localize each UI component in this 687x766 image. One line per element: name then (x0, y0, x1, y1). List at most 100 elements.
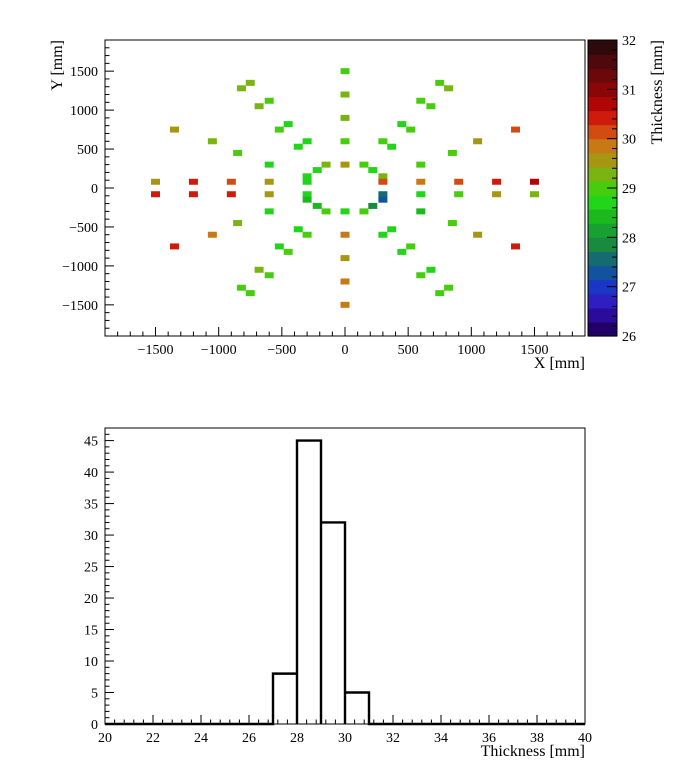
hist-y-tick-label: 45 (84, 435, 98, 450)
thickness-cell (302, 196, 312, 203)
hist-x-tick-label: 22 (146, 731, 160, 746)
colorbar-band (588, 180, 617, 196)
colorbar-tick-label: 26 (622, 330, 636, 345)
thickness-cell (444, 85, 454, 92)
thickness-cell (302, 178, 312, 185)
hist-y-tick-label: 5 (91, 687, 98, 702)
thickness-cell (233, 149, 243, 156)
thickness-cell (264, 208, 274, 215)
thickness-cell (283, 248, 293, 255)
thickness-cell (321, 161, 331, 168)
colorbar-band (588, 265, 617, 281)
thickness-cell (447, 220, 457, 227)
colorbar-band (588, 82, 617, 97)
thickness-cells (151, 68, 539, 308)
colorbar-label: Thickness [mm] (649, 40, 666, 144)
hist-y-tick-label: 25 (84, 561, 98, 576)
thickness-cell (254, 266, 264, 273)
thickness-histogram-panel: 20 22 24 26 28 30 32 34 36 38 40 0 5 10 15 20 25 30 35 40 45… (84, 427, 592, 760)
thickness-cell (207, 231, 217, 238)
thickness-cell (302, 191, 312, 198)
thickness-cell (435, 79, 445, 86)
hist-y-tick-label: 20 (84, 592, 98, 607)
thickness-cell (207, 138, 217, 145)
colorbar-band (588, 54, 617, 69)
thickness-cell (233, 220, 243, 227)
thickness-cell (387, 226, 397, 233)
thickness-cell (312, 167, 322, 174)
thickness-cell (416, 272, 426, 279)
thickness-cell (151, 191, 161, 198)
thickness-cell (454, 178, 464, 185)
thickness-cell (368, 202, 378, 209)
hist-y-tick-label: 40 (84, 466, 98, 481)
thickness-cell (378, 191, 388, 198)
hist-y-tick-label: 15 (84, 624, 98, 639)
colorbar-band (588, 152, 617, 168)
hist-x-tick-label: 32 (386, 731, 400, 746)
colorbar-band (588, 195, 617, 210)
colorbar-band (588, 223, 617, 238)
colorbar: 26 27 28 29 30 31 32 (587, 34, 636, 345)
hist-y-tick-label: 0 (91, 718, 98, 733)
thickness-cell (454, 191, 464, 198)
colorbar-band (588, 138, 617, 154)
thickness-cell (340, 278, 350, 285)
colorbar-tick-label: 30 (622, 133, 636, 148)
hist-x-tick-label: 30 (338, 731, 352, 746)
x-axis-label: X [mm] (534, 355, 585, 372)
thickness-cell (387, 143, 397, 150)
thickness-cell (340, 68, 350, 75)
thickness-cell (264, 191, 274, 198)
thickness-cell (264, 272, 274, 279)
thickness-cell (293, 143, 303, 150)
x-tick-label: 1500 (520, 343, 548, 358)
x-tick-label: 500 (398, 343, 419, 358)
thickness-cell (245, 79, 255, 86)
thickness-cell (302, 173, 312, 180)
thickness-cell (169, 243, 179, 250)
thickness-cell (340, 301, 350, 308)
thickness-cell (340, 161, 350, 168)
y-tick-label: 500 (77, 143, 98, 158)
colorbar-band (588, 293, 617, 309)
histogram-outline (105, 439, 585, 726)
x-tick-label: 0 (342, 343, 349, 358)
y-tick-label: 1000 (70, 104, 98, 119)
thickness-cell (283, 121, 293, 128)
thickness-cell (302, 231, 312, 238)
x-tick-label: −1000 (201, 343, 237, 358)
histogram-x-axis-label: Thickness [mm] (481, 743, 585, 760)
thickness-cell (312, 202, 322, 209)
colorbar-band (588, 279, 617, 295)
colorbar-band (588, 307, 617, 323)
thickness-cell (406, 126, 416, 133)
colorbar-tick-label: 28 (622, 231, 636, 246)
colorbar-band (588, 96, 617, 112)
thickness-cell (492, 191, 502, 198)
thickness-cell (529, 178, 539, 185)
colorbar-band (588, 251, 617, 267)
thickness-cell (473, 138, 483, 145)
colorbar-band (588, 40, 617, 55)
x-tick-label: 1000 (457, 343, 485, 358)
thickness-cell (359, 208, 369, 215)
histogram-axes: 20 22 24 26 28 30 32 34 36 38 40 0 5 10 15 20 25 30 35 40 45 (84, 433, 592, 746)
thickness-cell (406, 243, 416, 250)
hist-x-tick-label: 26 (242, 731, 256, 746)
colorbar-band (588, 110, 617, 126)
thickness-cell (264, 161, 274, 168)
thickness-cell (397, 121, 407, 128)
thickness-cell (264, 178, 274, 185)
colorbar-tick-label: 32 (622, 34, 636, 49)
thickness-cell (169, 126, 179, 133)
thickness-cell (359, 161, 369, 168)
hist-y-tick-label: 10 (84, 655, 98, 670)
thickness-map-axes: −1500 −1000 −500 0 500 1000 1500 −1500 −1000 −500… (62, 47, 573, 358)
thickness-cell (340, 231, 350, 238)
hist-x-tick-label: 24 (194, 731, 208, 746)
y-tick-label: 0 (91, 182, 98, 197)
y-tick-label: −1000 (62, 260, 98, 275)
histogram-frame (104, 427, 586, 725)
